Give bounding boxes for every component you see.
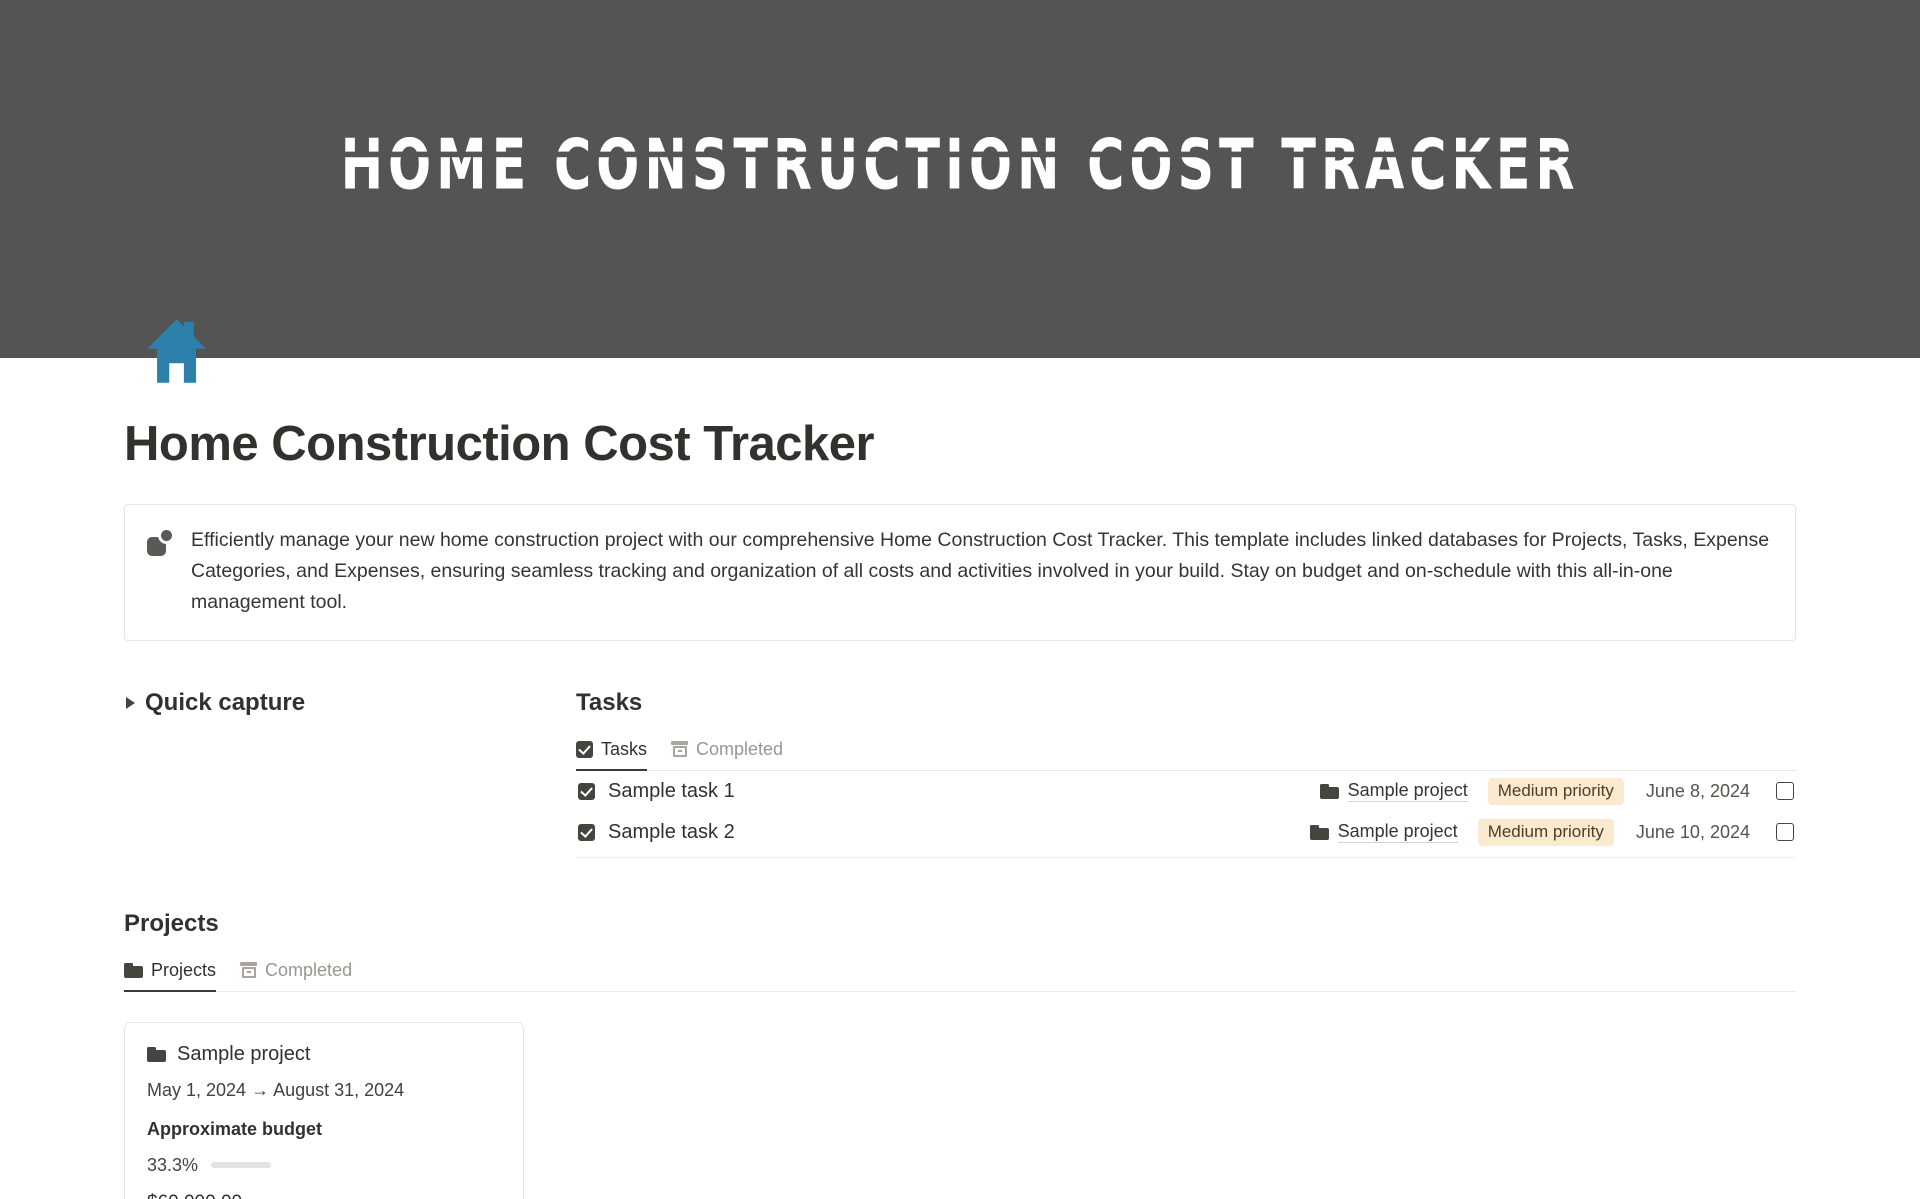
archive-icon: [240, 962, 258, 979]
projects-tabs: Projects Completed: [124, 960, 1796, 992]
task-checkbox-icon[interactable]: [578, 823, 595, 841]
folder-icon: [147, 1046, 166, 1062]
table-row[interactable]: Sample task 1 Sample project Medium prio…: [576, 771, 1796, 812]
chevron-right-icon[interactable]: [126, 696, 135, 709]
tab-tasks[interactable]: Tasks: [576, 738, 648, 771]
progress-bar-track: [211, 1162, 272, 1169]
tasks-column: Tasks Tasks Completed Sample task 1: [576, 689, 1796, 858]
page-content: Home Construction Cost Tracker Efficient…: [0, 417, 1920, 1199]
folder-icon: [1309, 824, 1329, 840]
checkbox-icon: [576, 740, 593, 758]
tasks-tabs: Tasks Completed: [576, 739, 1796, 771]
project-card-title: Sample project: [147, 1043, 501, 1066]
tab-projects-completed[interactable]: Completed: [240, 960, 352, 992]
tasks-heading: Tasks: [576, 688, 643, 716]
task-done-checkbox[interactable]: [1776, 823, 1794, 842]
project-card-progress: 33.3%: [147, 1155, 501, 1176]
folder-icon: [124, 962, 143, 978]
tab-tasks-label: Tasks: [601, 738, 648, 759]
status-badge: Medium priority: [1487, 777, 1624, 805]
projects-card-list: Sample project May 1, 2024 → August 31, …: [124, 1021, 1796, 1199]
page-title: Home Construction Cost Tracker: [124, 417, 875, 471]
quick-capture-and-tasks-row: Quick capture Tasks Tasks Completed: [124, 689, 1796, 858]
task-project-link[interactable]: Sample project: [1309, 821, 1458, 844]
house-icon: [140, 312, 218, 390]
task-project-link[interactable]: Sample project: [1319, 780, 1468, 803]
projects-section: Projects Projects Completed: [124, 910, 1796, 1199]
quick-capture-toggle[interactable]: Quick capture: [124, 689, 576, 717]
task-done-checkbox[interactable]: [1776, 782, 1794, 801]
task-checkbox-icon[interactable]: [578, 782, 595, 800]
archive-icon: [671, 741, 689, 758]
list-item[interactable]: Sample project May 1, 2024 → August 31, …: [124, 1021, 524, 1199]
tab-projects-label: Projects: [151, 959, 217, 980]
task-due-date: June 10, 2024: [1635, 821, 1750, 842]
cover-banner: HOME CONSTRUCTION COST TRACKER: [0, 0, 1920, 358]
quick-capture-column: Quick capture: [124, 689, 576, 858]
task-project-label: Sample project: [1337, 821, 1458, 844]
tab-projects-completed-label: Completed: [265, 959, 353, 980]
table-row[interactable]: Sample task 2 Sample project Medium prio…: [576, 812, 1796, 853]
task-project-label: Sample project: [1347, 780, 1468, 803]
project-card-dates: May 1, 2024 → August 31, 2024: [147, 1079, 405, 1100]
status-badge: Medium priority: [1477, 818, 1614, 846]
task-due-date: June 8, 2024: [1645, 780, 1750, 801]
tasks-divider: [576, 856, 1796, 858]
tab-projects[interactable]: Projects: [124, 959, 217, 992]
speech-bubble-icon: [147, 529, 173, 560]
task-title: Sample task 1: [608, 779, 735, 802]
task-title: Sample task 2: [608, 820, 735, 843]
description-callout: Efficiently manage your new home constru…: [124, 503, 1796, 641]
project-card-amount: $60,000.00: [147, 1192, 501, 1199]
tab-tasks-completed-label: Completed: [696, 738, 784, 759]
project-card-budget-label: Approximate budget: [147, 1118, 323, 1139]
project-card-name: Sample project: [177, 1042, 311, 1065]
projects-heading: Projects: [124, 909, 219, 937]
description-text: Efficiently manage your new home constru…: [191, 528, 1770, 613]
progress-percent-label: 33.3%: [147, 1154, 199, 1175]
quick-capture-label: Quick capture: [145, 688, 306, 716]
cover-banner-text: HOME CONSTRUCTION COST TRACKER: [332, 123, 1588, 206]
cover-banner-title: HOME CONSTRUCTION COST TRACKER: [173, 123, 1747, 206]
tab-tasks-completed[interactable]: Completed: [671, 739, 783, 771]
folder-icon: [1319, 783, 1339, 799]
